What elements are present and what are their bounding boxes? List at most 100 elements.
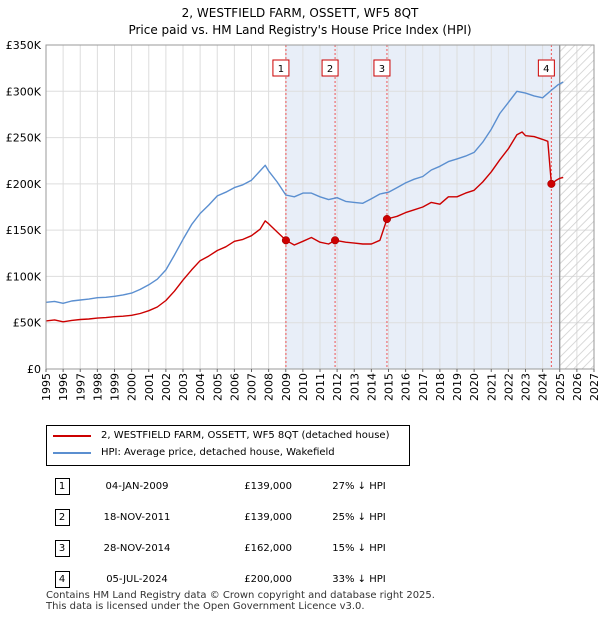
x-tick-label: 2000 — [126, 373, 139, 401]
transaction-hpi: 27% ↓ HPI — [332, 481, 386, 492]
footer-copyright: Contains HM Land Registry data © Crown c… — [46, 590, 435, 601]
x-tick-label: 2025 — [554, 373, 567, 401]
transaction-price: £200,000 — [244, 574, 292, 585]
x-tick-label: 1997 — [74, 373, 87, 401]
y-tick-label: £300K — [6, 85, 42, 98]
transaction-price: £139,000 — [244, 512, 292, 523]
transaction-hpi: 15% ↓ HPI — [332, 543, 386, 554]
x-tick-label: 2016 — [400, 373, 413, 401]
sale-point — [382, 214, 392, 224]
transaction-number: 3 — [54, 540, 70, 557]
transaction-date: 18-NOV-2011 — [103, 512, 171, 523]
hpi-line — [46, 81, 564, 304]
table-row: 2 18-NOV-2011 £139,000 25% ↓ HPI — [42, 502, 414, 533]
sale-label: 1 — [278, 64, 284, 75]
footer-licence: This data is licensed under the Open Gov… — [46, 601, 365, 612]
x-tick-label: 2006 — [228, 373, 241, 401]
sale-points — [281, 179, 556, 245]
sale-band — [285, 45, 336, 369]
y-tick-label: £0 — [27, 363, 41, 376]
x-tick-label: 2008 — [263, 373, 276, 401]
y-tick-label: £250K — [6, 132, 42, 145]
sale-label-box — [537, 59, 555, 77]
y-tick-label: £150K — [6, 224, 42, 237]
x-tick-label: 2004 — [194, 373, 207, 401]
sale-labels: 1 2 3 4 — [272, 59, 555, 77]
y-tick-label: £200K — [6, 178, 42, 191]
sale-label: 4 — [543, 64, 549, 75]
chart-title: 2, WESTFIELD FARM, OSSETT, WF5 8QT — [182, 6, 419, 20]
legend-swatch-property — [53, 435, 91, 437]
y-tick-label: £100K — [6, 270, 42, 283]
x-tick-label: 2001 — [143, 373, 156, 401]
transaction-price: £162,000 — [244, 543, 292, 554]
transaction-number: 4 — [54, 571, 70, 588]
table-row: 1 04-JAN-2009 £139,000 27% ↓ HPI — [42, 471, 414, 502]
sale-label: 3 — [379, 64, 385, 75]
sale-markers — [285, 45, 552, 369]
sale-bands — [285, 45, 560, 369]
x-tick-label: 2020 — [468, 373, 481, 401]
x-tick-label: 1995 — [40, 373, 53, 401]
forecast-hatch — [559, 45, 594, 369]
x-tick-label: 2014 — [365, 373, 378, 401]
price-chart: 2, WESTFIELD FARM, OSSETT, WF5 8QT Price… — [6, 6, 600, 401]
x-tick-label: 2017 — [417, 373, 430, 401]
transaction-price: £139,000 — [244, 481, 292, 492]
table-row: 4 05-JUL-2024 £200,000 33% ↓ HPI — [42, 564, 414, 595]
x-tick-label: 2024 — [537, 373, 550, 401]
x-tick-label: 1996 — [57, 373, 70, 401]
table-row: 3 28-NOV-2014 £162,000 15% ↓ HPI — [42, 533, 414, 564]
x-tick-label: 2011 — [314, 373, 327, 401]
sale-label-box — [321, 59, 339, 77]
x-tick-label: 2027 — [588, 373, 600, 401]
footer: Contains HM Land Registry data © Crown c… — [46, 590, 435, 612]
property-price-line — [46, 131, 564, 323]
transaction-date: 04-JAN-2009 — [105, 481, 169, 492]
x-tick-label: 2015 — [383, 373, 396, 401]
x-tick-label: 1999 — [109, 373, 122, 401]
sale-label-box — [272, 59, 290, 77]
x-tick-label: 2002 — [160, 373, 173, 401]
legend: 2, WESTFIELD FARM, OSSETT, WF5 8QT (deta… — [46, 425, 410, 466]
grid — [45, 44, 595, 370]
sale-label: 2 — [327, 64, 333, 75]
transaction-hpi: 33% ↓ HPI — [332, 574, 386, 585]
x-tick-label: 2023 — [520, 373, 533, 401]
transaction-date: 05-JUL-2024 — [106, 574, 168, 585]
x-tick-label: 2022 — [502, 373, 515, 401]
y-tick-label: £50K — [13, 317, 42, 330]
transaction-hpi: 25% ↓ HPI — [332, 512, 386, 523]
series-lines — [46, 81, 564, 323]
transactions-table: 1 04-JAN-2009 £139,000 27% ↓ HPI 2 18-NO… — [42, 471, 414, 595]
x-tick-label: 2009 — [280, 373, 293, 401]
chart-subtitle: Price paid vs. HM Land Registry's House … — [128, 23, 471, 37]
x-tick-label: 2012 — [331, 373, 344, 401]
sale-point — [547, 179, 556, 188]
x-axis: 1995 1996 1997 1998 1999 2000 2001 2002 2003 2004… — [40, 369, 600, 401]
legend-swatch-hpi — [53, 452, 91, 454]
y-axis: £0 £50K £100K £150K £200K £250K £300K £350K — [6, 39, 42, 376]
transaction-number: 2 — [54, 509, 70, 526]
x-tick-label: 2019 — [451, 373, 464, 401]
sale-band — [551, 45, 560, 369]
legend-label-property: 2, WESTFIELD FARM, OSSETT, WF5 8QT (deta… — [101, 430, 390, 441]
x-tick-label: 2013 — [348, 373, 361, 401]
sale-point — [331, 236, 340, 245]
x-tick-label: 2026 — [571, 373, 584, 401]
legend-label-hpi: HPI: Average price, detached house, Wake… — [101, 447, 335, 458]
x-tick-label: 2007 — [246, 373, 259, 401]
sale-band — [335, 45, 387, 369]
x-tick-label: 2003 — [177, 373, 190, 401]
x-tick-label: 2005 — [211, 373, 224, 401]
transaction-number: 1 — [54, 478, 70, 495]
y-tick-label: £350K — [6, 39, 42, 52]
x-tick-label: 2018 — [434, 373, 447, 401]
sale-point — [281, 236, 290, 245]
x-tick-label: 2021 — [485, 373, 498, 401]
sale-band — [386, 45, 552, 369]
sale-label-box — [373, 59, 391, 77]
transaction-date: 28-NOV-2014 — [103, 543, 171, 554]
x-tick-label: 1998 — [91, 373, 104, 401]
x-tick-label: 2010 — [297, 373, 310, 401]
